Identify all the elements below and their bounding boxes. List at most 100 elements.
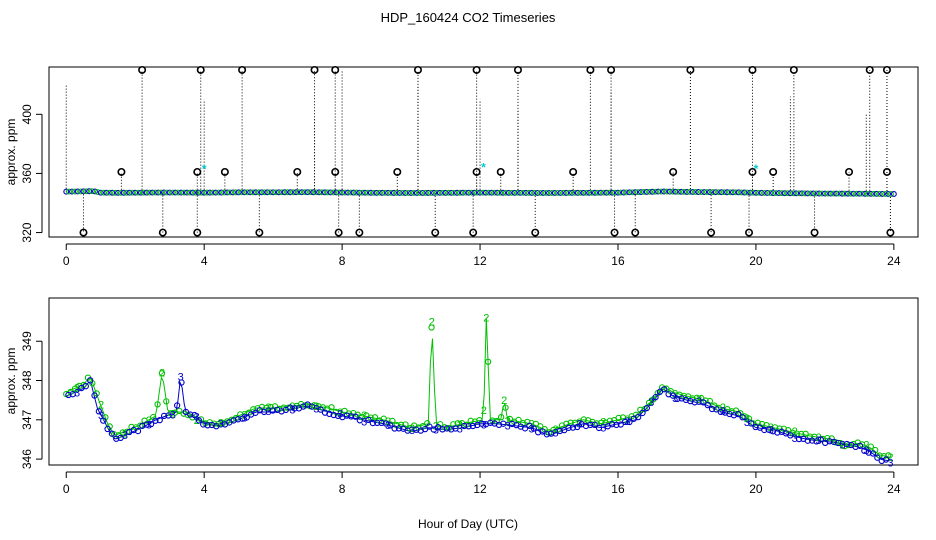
bottom-y-axis-title: approx. ppm — [4, 348, 18, 415]
series-point-3 — [134, 427, 142, 435]
baseline-point — [189, 189, 196, 196]
baseline-point — [770, 190, 777, 196]
baseline-point — [103, 189, 110, 196]
elevated-point-marker — [496, 167, 505, 176]
series-point-3 — [195, 417, 203, 424]
baseline-point — [428, 189, 435, 196]
series-label-2: 2 — [505, 415, 511, 427]
baseline-point — [413, 189, 420, 196]
baseline-point — [477, 189, 484, 196]
baseline-point — [885, 191, 892, 197]
series-point-3 — [347, 413, 355, 420]
baseline-point — [554, 189, 561, 196]
baseline-point — [327, 189, 334, 196]
baseline-point — [218, 189, 225, 196]
baseline-point — [543, 189, 550, 196]
baseline-point — [471, 189, 478, 196]
elevated-point-marker — [748, 167, 757, 176]
baseline-point — [278, 189, 285, 196]
series-point-3 — [321, 409, 329, 416]
baseline-point — [741, 189, 748, 196]
baseline-point — [626, 189, 633, 196]
capped-high-marker — [607, 65, 616, 74]
baseline-point — [764, 189, 771, 196]
baseline-point — [882, 190, 889, 197]
x-tick-label: 12 — [473, 254, 487, 268]
series-label-2: 2 — [648, 396, 654, 408]
series-point-3 — [395, 425, 403, 432]
baseline-point — [281, 189, 288, 196]
baseline-point — [686, 188, 693, 195]
baseline-point — [310, 189, 317, 196]
series-label-2: 2 — [457, 420, 463, 432]
baseline-point — [873, 190, 880, 197]
series-point-3 — [730, 412, 737, 419]
x-tick-label: 12 — [473, 482, 487, 496]
series-point-3 — [626, 418, 633, 426]
baseline-point — [807, 190, 814, 197]
baseline-point — [232, 189, 239, 196]
series-point-3 — [691, 399, 698, 406]
baseline-point — [735, 189, 742, 196]
series-point-3 — [147, 420, 155, 428]
capped-low-marker — [255, 228, 264, 237]
baseline-point — [319, 189, 325, 196]
series-point-3 — [156, 416, 163, 424]
series-point-3 — [404, 427, 411, 434]
capped-high-marker — [472, 65, 481, 74]
top-data-marks: * * * — [63, 65, 897, 237]
series-point-3 — [548, 430, 555, 437]
baseline-point — [704, 189, 711, 196]
series-point-3 — [452, 425, 459, 432]
baseline-point — [143, 189, 150, 196]
x-axis-title: Hour of Day (UTC) — [418, 517, 518, 531]
capped-low-marker — [431, 228, 440, 237]
series-point-3 — [508, 420, 516, 428]
baseline-point — [781, 190, 788, 197]
baseline-point — [178, 189, 185, 196]
baseline-point — [787, 190, 794, 197]
baseline-point — [623, 189, 630, 196]
series-label-3: 3 — [648, 397, 654, 409]
capped-high-marker — [196, 65, 205, 74]
baseline-point — [606, 189, 613, 196]
y-tick-label: 400 — [20, 104, 34, 124]
series-point-3 — [447, 426, 455, 433]
baseline-point — [640, 189, 647, 195]
baseline-point — [684, 188, 690, 195]
baseline-point — [744, 189, 751, 196]
elevated-point-marker — [769, 167, 778, 176]
series-point-2 — [498, 413, 505, 421]
baseline-point — [405, 189, 412, 196]
baseline-point — [813, 190, 820, 197]
series-label-3: 3 — [696, 396, 702, 408]
y-tick-label: 346 — [20, 449, 34, 469]
baseline-point — [146, 189, 153, 196]
series-point-3 — [591, 421, 598, 428]
series-point-2 — [119, 429, 126, 436]
baseline-point — [459, 189, 466, 196]
series-point-3 — [621, 418, 629, 426]
series-point-3 — [700, 399, 707, 406]
baseline-point — [729, 189, 736, 196]
baseline-point — [681, 188, 688, 195]
baseline-point — [824, 190, 831, 197]
baseline-point — [433, 189, 440, 196]
baseline-point — [761, 189, 768, 196]
baseline-point — [819, 190, 825, 197]
series-point-3 — [369, 419, 377, 427]
series-point-3 — [234, 416, 242, 423]
baseline-point — [844, 190, 851, 197]
baseline-point — [629, 189, 636, 196]
baseline-point — [856, 190, 863, 197]
series-point-3 — [574, 423, 581, 431]
baseline-point — [261, 189, 268, 196]
series-point-2 — [163, 398, 170, 405]
series-point-3 — [200, 421, 207, 428]
baseline-point — [563, 189, 570, 196]
baseline-point — [373, 189, 380, 196]
baseline-point — [675, 188, 682, 195]
baseline-point — [571, 189, 578, 196]
series-point-2 — [837, 439, 844, 447]
baseline-point — [204, 189, 211, 196]
